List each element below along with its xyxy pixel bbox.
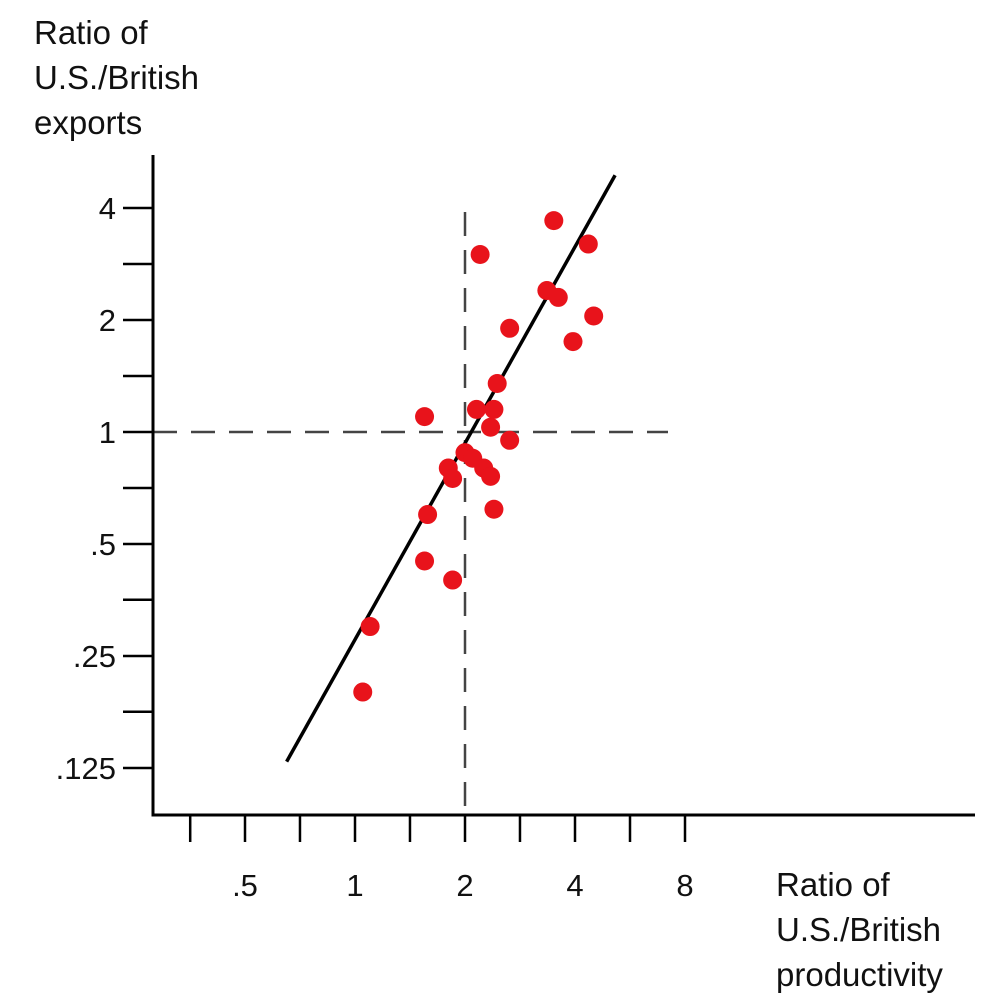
x-tick-label: 1 [346, 868, 363, 903]
data-point [353, 682, 373, 702]
y-axis-title: Ratio of U.S./British exports [34, 10, 199, 145]
x-tick-label: 4 [566, 868, 583, 903]
x-axis-title: Ratio of U.S./British productivity [776, 862, 943, 997]
y-axis-title-line-2: U.S./British [34, 59, 200, 96]
data-point [418, 505, 438, 525]
x-tick-label: 8 [676, 868, 693, 903]
data-point [500, 430, 520, 450]
data-point [415, 407, 435, 427]
data-point [481, 466, 501, 486]
x-axis-title-line-1: Ratio of [776, 866, 890, 903]
data-point [470, 244, 490, 264]
data-point [484, 399, 504, 419]
y-tick-label: .5 [90, 527, 116, 562]
data-point [415, 551, 435, 571]
data-point [487, 374, 507, 394]
y-tick-label: .125 [56, 751, 116, 786]
y-axis-title-line-3: exports [34, 104, 143, 141]
axes [151, 155, 975, 817]
x-tick-label: .5 [232, 868, 258, 903]
y-tick-label: 1 [99, 415, 116, 450]
x-axis-title-line-3: productivity [776, 956, 943, 993]
data-point [563, 332, 583, 352]
tick-marks [123, 206, 687, 842]
x-axis-title-line-2: U.S./British [776, 911, 942, 948]
y-tick-label: 2 [99, 303, 116, 338]
tick-labels: .5 1 2 4 8 .125 .25 .5 1 2 4 [56, 191, 694, 903]
data-point [500, 318, 520, 338]
y-axis-title-line-1: Ratio of [34, 14, 148, 51]
data-points [353, 211, 604, 702]
data-point [360, 617, 380, 637]
data-point [544, 211, 564, 231]
y-tick-label: 4 [99, 191, 116, 226]
data-point [584, 306, 604, 326]
data-point [443, 570, 463, 590]
data-point [466, 399, 486, 419]
data-point [548, 287, 568, 307]
data-point [578, 234, 598, 254]
x-tick-label: 2 [456, 868, 473, 903]
data-point [481, 417, 501, 437]
y-tick-label: .25 [73, 639, 116, 674]
reference-lines [153, 212, 668, 815]
data-point [443, 468, 463, 488]
data-point [484, 499, 504, 519]
